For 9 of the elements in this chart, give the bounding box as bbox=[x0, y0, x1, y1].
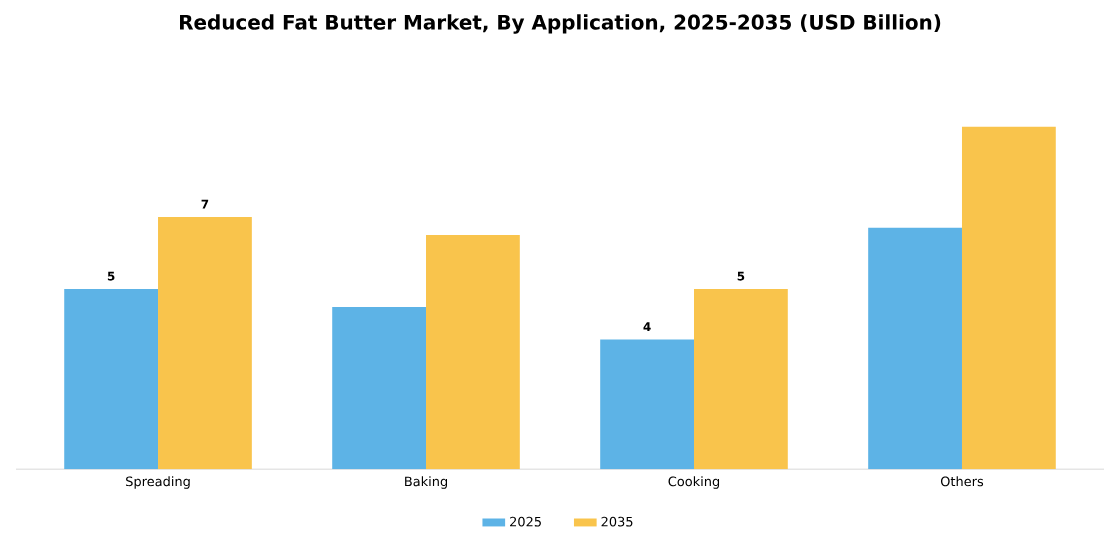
bar bbox=[426, 234, 520, 470]
bar bbox=[64, 289, 159, 470]
chart-title: Reduced Fat Butter Market, By Application, 2025-2035 (USD Billion) bbox=[180, 14, 941, 34]
bar bbox=[158, 216, 252, 470]
bar bbox=[868, 227, 962, 470]
bar bbox=[332, 307, 427, 470]
bar bbox=[694, 289, 788, 470]
bar bbox=[600, 339, 694, 470]
bar bbox=[961, 126, 1056, 470]
